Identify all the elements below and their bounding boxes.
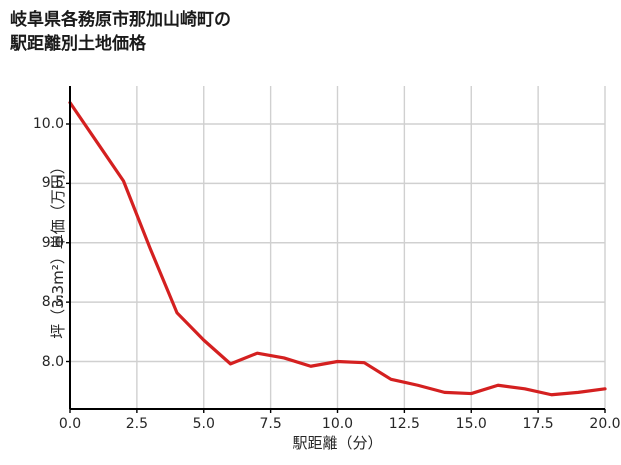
x-tick-label: 12.5 bbox=[388, 416, 420, 432]
tick-marks bbox=[66, 123, 606, 413]
x-tick-label: 20.0 bbox=[589, 416, 621, 432]
x-tick-label: 15.0 bbox=[455, 416, 487, 432]
y-tick-label: 9.0 bbox=[41, 234, 64, 251]
x-tick-label: 7.5 bbox=[259, 416, 282, 432]
y-tick-label: 10.0 bbox=[32, 116, 64, 132]
y-tick-label: 8.5 bbox=[41, 294, 64, 311]
x-tick-label: 10.0 bbox=[321, 416, 354, 432]
data-series-line bbox=[68, 101, 607, 397]
x-tick-label: 0.0 bbox=[58, 416, 82, 432]
x-tick-label: 17.5 bbox=[522, 416, 554, 432]
x-axis-label: 駅距離（分） bbox=[292, 434, 383, 452]
y-tick-label: 8.0 bbox=[41, 353, 64, 370]
x-tick-label: 2.5 bbox=[125, 416, 149, 432]
y-tick-label: 9.5 bbox=[41, 175, 64, 192]
x-tick-label: 5.0 bbox=[192, 416, 215, 432]
chart-title: 岐阜県各務原市那加山崎町の 駅距離別土地価格 bbox=[10, 10, 231, 55]
